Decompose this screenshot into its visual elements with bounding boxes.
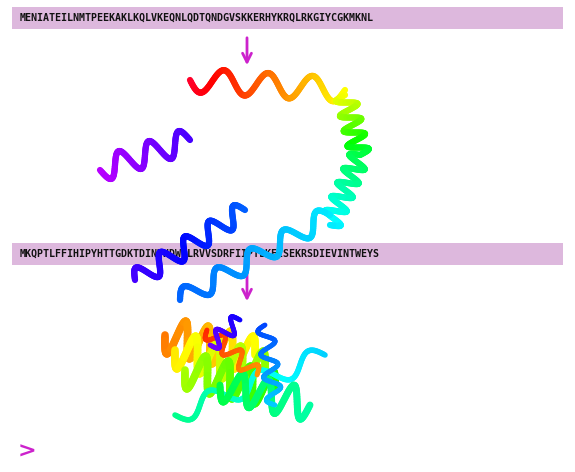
Bar xyxy=(12,243,563,265)
Text: MKQPTLFFIHIPYHTTGDKTDINTHDWLLRVVSDRFIIPTLKEISEKRSDIEVINTWEYS: MKQPTLFFIHIPYHTTGDKTDINTHDWLLRVVSDRFIIPT… xyxy=(20,249,380,259)
Text: MENIATEILNMTPEEKAKLKQLVKEQNLQDTQNDGVSKKERHYKRQLRKGIYCGKMKNL: MENIATEILNMTPEEKAKLKQLVKEQNLQDTQNDGVSKKE… xyxy=(20,13,374,23)
Bar xyxy=(12,7,563,29)
Text: >: > xyxy=(18,442,37,462)
